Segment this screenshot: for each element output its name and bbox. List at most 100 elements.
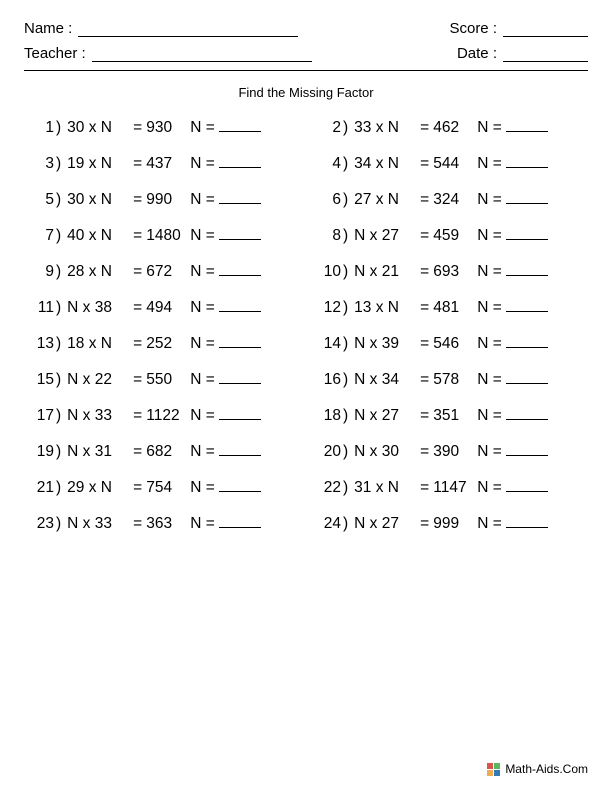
problem-row: 17)N x 33=1122N =: [28, 406, 297, 425]
score-field: Score :: [449, 20, 588, 37]
expression: N x 27: [354, 515, 416, 533]
equals-sign: =: [133, 479, 142, 497]
answer-blank[interactable]: [219, 154, 261, 168]
problem-number: 5: [28, 191, 54, 209]
problems-grid: 1)30 x N=930N =2)33 x N=462N =3)19 x N=4…: [24, 118, 588, 533]
problem-number: 23: [28, 515, 54, 533]
answer-blank[interactable]: [219, 370, 261, 384]
paren: ): [56, 227, 61, 245]
paren: ): [343, 335, 348, 353]
paren: ): [343, 155, 348, 173]
problem-row: 24)N x 27=999N =: [315, 514, 584, 533]
paren: ): [56, 443, 61, 461]
problem-number: 22: [315, 479, 341, 497]
name-blank[interactable]: [78, 21, 298, 37]
answer-blank[interactable]: [506, 514, 548, 528]
answer-blank[interactable]: [506, 406, 548, 420]
name-field: Name :: [24, 20, 298, 37]
footer-text: Math-Aids.Com: [505, 762, 588, 776]
expression: N x 27: [354, 407, 416, 425]
expression: 27 x N: [354, 191, 416, 209]
answer-blank[interactable]: [219, 442, 261, 456]
problem-number: 16: [315, 371, 341, 389]
answer-blank[interactable]: [219, 226, 261, 240]
result-value: 682: [146, 443, 188, 461]
date-label: Date :: [457, 45, 497, 62]
answer-label: N =: [477, 515, 502, 533]
expression: 30 x N: [67, 191, 129, 209]
answer-blank[interactable]: [506, 190, 548, 204]
paren: ): [343, 443, 348, 461]
answer-label: N =: [190, 443, 215, 461]
expression: 19 x N: [67, 155, 129, 173]
answer-blank[interactable]: [506, 442, 548, 456]
problem-row: 22)31 x N=1147N =: [315, 478, 584, 497]
answer-blank[interactable]: [506, 118, 548, 132]
problem-number: 8: [315, 227, 341, 245]
paren: ): [56, 263, 61, 281]
equals-sign: =: [420, 407, 429, 425]
equals-sign: =: [133, 299, 142, 317]
expression: N x 33: [67, 515, 129, 533]
equals-sign: =: [420, 191, 429, 209]
header-row-1: Name : Score :: [24, 20, 588, 37]
teacher-blank[interactable]: [92, 46, 312, 62]
answer-blank[interactable]: [506, 154, 548, 168]
date-blank[interactable]: [503, 46, 588, 62]
answer-blank[interactable]: [219, 262, 261, 276]
answer-label: N =: [477, 299, 502, 317]
answer-label: N =: [477, 479, 502, 497]
equals-sign: =: [420, 371, 429, 389]
problem-row: 3)19 x N=437N =: [28, 154, 297, 173]
result-value: 544: [433, 155, 475, 173]
answer-blank[interactable]: [506, 370, 548, 384]
paren: ): [56, 515, 61, 533]
answer-blank[interactable]: [506, 298, 548, 312]
answer-blank[interactable]: [219, 334, 261, 348]
problem-row: 18)N x 27=351N =: [315, 406, 584, 425]
paren: ): [56, 155, 61, 173]
problem-row: 20)N x 30=390N =: [315, 442, 584, 461]
answer-blank[interactable]: [506, 226, 548, 240]
answer-label: N =: [190, 227, 215, 245]
result-value: 351: [433, 407, 475, 425]
equals-sign: =: [133, 407, 142, 425]
answer-blank[interactable]: [219, 118, 261, 132]
answer-label: N =: [190, 119, 215, 137]
paren: ): [56, 407, 61, 425]
result-value: 1147: [433, 479, 475, 497]
result-value: 930: [146, 119, 188, 137]
answer-label: N =: [477, 407, 502, 425]
problem-number: 2: [315, 119, 341, 137]
answer-blank[interactable]: [219, 514, 261, 528]
answer-blank[interactable]: [219, 190, 261, 204]
answer-blank[interactable]: [219, 478, 261, 492]
equals-sign: =: [133, 191, 142, 209]
problem-row: 2)33 x N=462N =: [315, 118, 584, 137]
equals-sign: =: [420, 263, 429, 281]
answer-blank[interactable]: [506, 262, 548, 276]
result-value: 578: [433, 371, 475, 389]
answer-blank[interactable]: [506, 478, 548, 492]
date-field: Date :: [457, 45, 588, 62]
expression: 40 x N: [67, 227, 129, 245]
equals-sign: =: [420, 119, 429, 137]
score-blank[interactable]: [503, 21, 588, 37]
equals-sign: =: [133, 335, 142, 353]
answer-blank[interactable]: [219, 406, 261, 420]
result-value: 693: [433, 263, 475, 281]
result-value: 546: [433, 335, 475, 353]
answer-blank[interactable]: [219, 298, 261, 312]
equals-sign: =: [133, 263, 142, 281]
expression: N x 31: [67, 443, 129, 461]
paren: ): [343, 371, 348, 389]
result-value: 754: [146, 479, 188, 497]
result-value: 1122: [146, 407, 188, 425]
answer-label: N =: [190, 479, 215, 497]
problem-number: 1: [28, 119, 54, 137]
equals-sign: =: [133, 371, 142, 389]
answer-blank[interactable]: [506, 334, 548, 348]
answer-label: N =: [190, 371, 215, 389]
answer-label: N =: [477, 371, 502, 389]
equals-sign: =: [420, 227, 429, 245]
